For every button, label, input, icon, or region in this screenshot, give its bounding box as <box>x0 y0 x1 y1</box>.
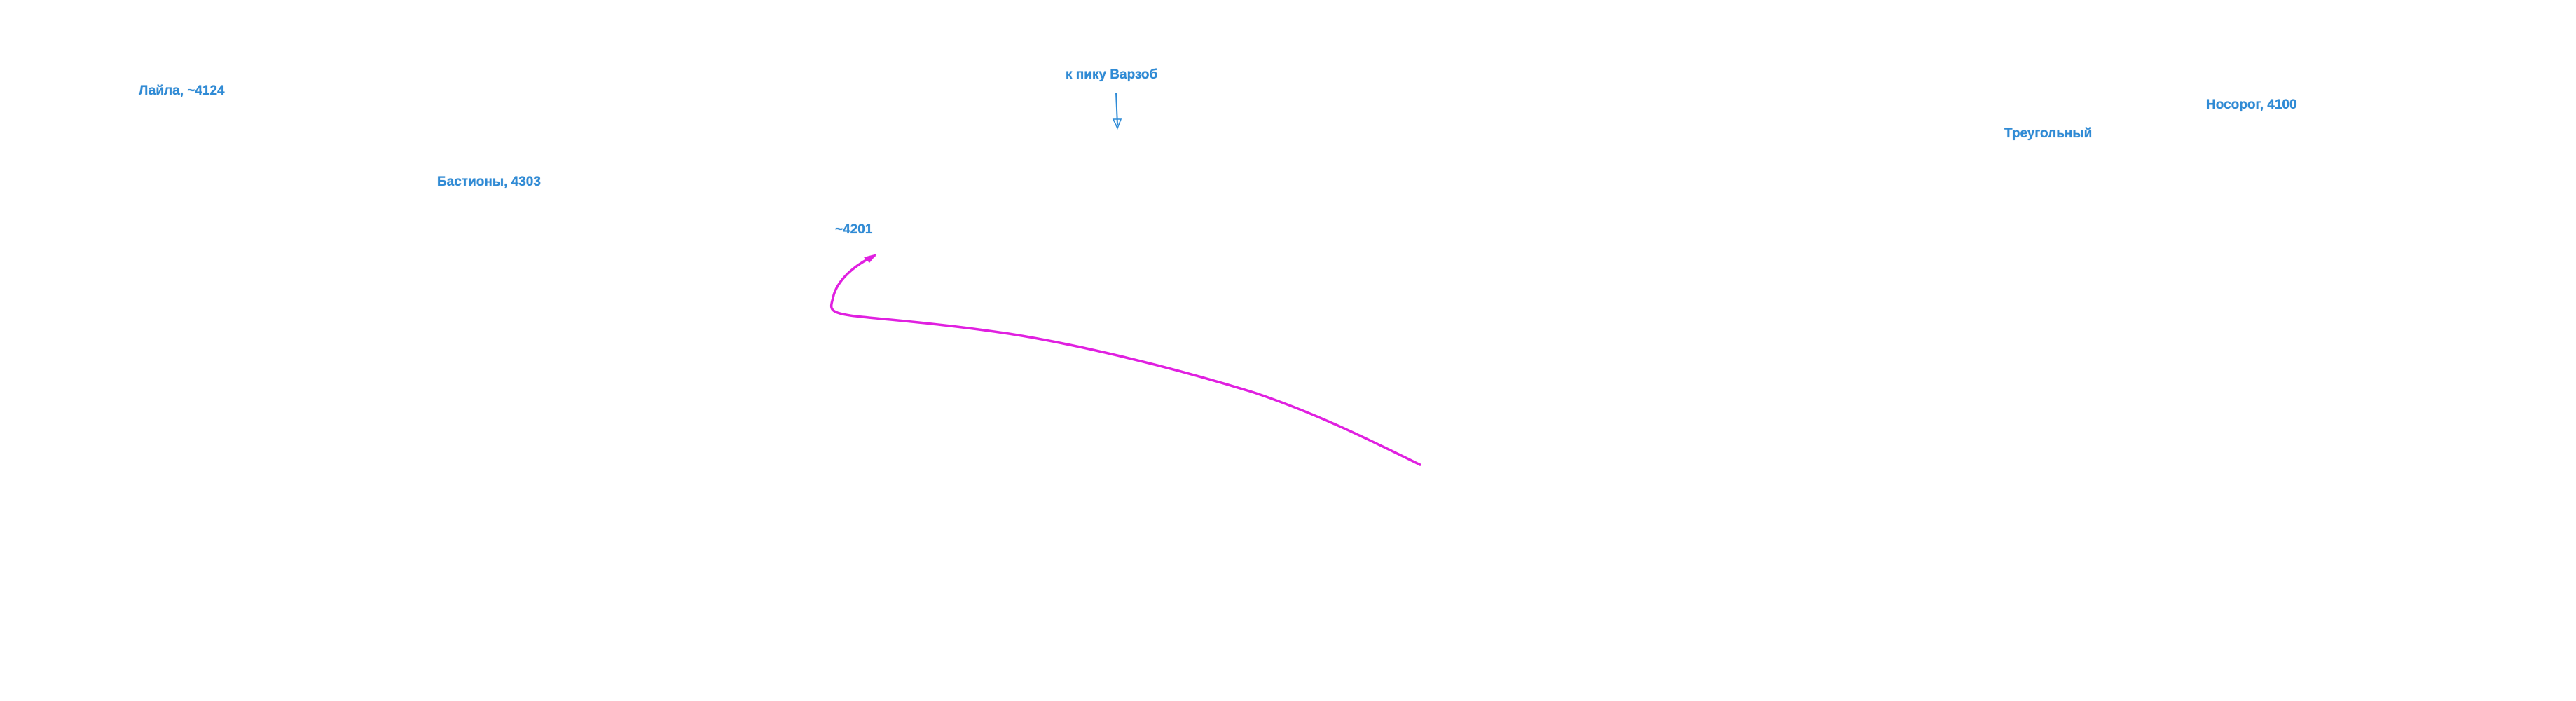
peak-label-nosorog: Носорог, 4100 <box>2206 97 2297 112</box>
direction-arrow-head <box>1112 118 1122 130</box>
peak-label-triangular: Треугольный <box>2004 126 2093 141</box>
direction-arrow-line <box>1115 92 1118 125</box>
peak-label-laila: Лайла, ~4124 <box>139 83 225 98</box>
route-line <box>829 254 1421 466</box>
altitude-label: ~4201 <box>835 222 873 237</box>
direction-label-varzob: к пику Варзоб <box>1066 67 1158 82</box>
route-arrowhead <box>864 254 877 263</box>
peak-label-bastions: Бастионы, 4303 <box>437 175 541 189</box>
